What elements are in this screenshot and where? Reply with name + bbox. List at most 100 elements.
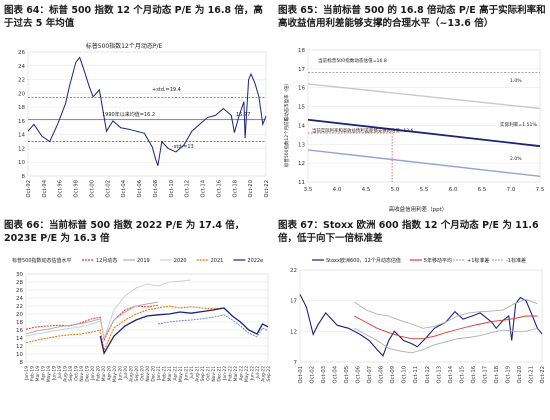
caption-chart-67: 图表 67：Stoxx 欧洲 600 指数 12 个月动态 P/E 为 11.6… [278,220,539,244]
chart-66-series-line [157,314,269,338]
chart-67-xtick: Oct-03 [321,366,327,383]
chart-65-annot-supported: 当前实际利率和高收益债利差能够支撑的估值=13.6 [312,127,413,134]
chart-64-xtick: Oct-94 [42,179,48,197]
chart-64-xtick: Oct-08 [153,180,159,197]
chart-66-xtick: Feb-21 [162,366,168,381]
chart-66-xtick: May-22 [244,366,250,382]
chart-65-pe-vs-spread: 11 12 13 14 15 16 17 18 3.5 4.0 4.5 5.0 5.5 6.0 6.5 7.… [283,48,545,213]
chart-67-ytick: 22 [290,268,297,274]
chart-64-ytick: 12 [18,146,25,152]
chart-64-title: 标普500指数12个月动态P/E [86,42,163,50]
chart-66-xtick: Jun-22 [250,366,256,381]
chart-65-xtick: 7.0 [507,187,516,193]
chart-66-ytick: 30 [16,272,23,278]
chart-66-legend-item: 12月动态 [96,257,117,264]
chart-67-xtick: Oct-07 [367,366,373,383]
chart-67-xtick: Oct-18 [494,366,500,383]
chart-67-series-line [354,327,538,354]
chart-66-ytick: 10 [16,352,23,358]
chart-64-xtick: Oct-02 [105,180,111,197]
chart-67-xtick: Oct-09 [390,366,396,383]
chart-66-ytick: 20 [16,312,23,318]
chart-65-xlabel: 高收益信用利差（ppt） [389,205,448,213]
chart-67-xtick: Oct-15 [459,366,465,383]
chart-64-xtick: Oct-18 [232,180,238,197]
chart-65-ytick: 16 [298,86,305,92]
chart-64-ytick: 16 [18,119,25,125]
chart-66-xtick: Aug-21 [195,366,201,382]
chart-66-xtick: Sep-20 [134,366,140,382]
chart-66-xtick: Mar-21 [167,366,173,381]
chart-66-xtick: Jul-19 [57,366,63,380]
chart-64-annot-mean: 1990年以来均值=16.2 [102,111,155,118]
chart-64-annot-current: 16.77 [236,112,250,118]
chart-66-ytick: 16 [16,328,23,334]
chart-65-ytick: 18 [298,48,305,54]
chart-66-xtick: Sep-19 [68,366,74,382]
chart-66-series-line [25,304,159,342]
chart-66-xtick: Dec-21 [217,366,223,382]
chart-66-xtick: Oct-19 [74,366,80,381]
chart-66-xtick: Oct-21 [206,366,212,381]
chart-64-xtick: Oct-06 [137,180,143,197]
chart-66-xtick: May-19 [46,366,52,382]
caption-chart-65: 图表 65：当前标普 500 的 16.8 倍动态 P/E 高于实际利率和高收益… [278,5,546,29]
chart-64-series-line [27,56,267,166]
chart-65-ytick: 15 [298,105,305,111]
chart-64-xtick: Oct-12 [185,180,191,197]
chart-65-xtick: 5.0 [391,187,400,193]
chart-64-ytick: 26 [18,50,25,56]
chart-65-ytick: 13 [298,142,305,148]
chart-66-xtick: Aug-20 [129,366,135,382]
chart-64-xtick: Oct-98 [74,180,80,197]
chart-66-xtick: Jul-22 [255,366,261,380]
chart-67-xtick: Oct-20 [517,366,523,383]
chart-66-xtick: Nov-20 [145,366,151,382]
chart-64-annot-plus-std: +std.=19.4 [152,87,181,93]
chart-65-ylabel: 标普500指数12个月前瞻动态市盈率（倍） [283,81,290,167]
chart-64-xtick: Oct-96 [58,180,64,197]
chart-64-xtick: Oct-00 [90,180,96,197]
chart-65-series-line [307,118,541,148]
chart-66-xtick: Feb-20 [96,366,102,381]
chart-66-xtick: Apr-20 [107,366,113,381]
chart-66-xtick: Apr-21 [173,366,179,381]
chart-65-xtick: 6.0 [449,187,458,193]
chart-67-stoxx600-pe: Stoxx欧洲600，12个月动态估值 5年移动平均 +1标准差 -1标准差 7 12 1… [290,257,546,383]
chart-66-xtick: Mar-22 [233,366,239,381]
chart-64-sp500-pe: 标普500指数12个月动态P/E 8 10 12 14 16 18 20 22 24 26 Oct… [18,42,270,197]
chart-67-xtick: Oct-11 [413,366,419,383]
chart-65-annot-current-pe: 当前标普500指数动态估值=16.8 [318,57,387,64]
chart-67-xtick: Oct-22 [540,366,546,383]
chart-66-xtick: Oct-20 [140,366,146,381]
chart-64-xtick: Oct-16 [216,180,222,197]
chart-66-title: 标普500指数动态估值水平 [12,257,72,264]
chart-65-xtick: 5.5 [420,187,429,193]
chart-67-ytick: 7 [294,360,298,366]
caption-chart-66: 图表 66：当前标普 500 指数 2022 P/E 为 17.4 倍，2023… [4,220,245,244]
chart-66-ytick: 18 [16,320,23,326]
chart-66-series-line [99,307,269,355]
chart-64-annot-minus-std: -std.=13 [172,144,194,150]
chart-64-ytick: 20 [18,91,25,97]
chart-66-ytick: 24 [16,296,23,302]
chart-67-series-line [354,298,538,329]
chart-67-xtick: Oct-02 [310,366,316,383]
chart-65-annot-151pct: 实际利率=1.51% [500,121,537,128]
chart-66-xtick: Feb-22 [228,366,234,381]
chart-66-xtick: Sep-21 [200,366,206,382]
chart-64-xtick: Oct-10 [169,180,175,197]
chart-66-xtick: Jul-20 [123,366,129,380]
chart-67-xtick: Oct-17 [482,366,488,383]
chart-66-xtick: Jun-19 [52,366,58,381]
chart-67-legend-item: -1标准差 [506,257,526,264]
chart-66-legend-item: 2019 [137,258,150,264]
chart-66-xtick: May-20 [112,366,118,382]
chart-66-xtick: Aug-22 [261,366,267,382]
chart-66-xtick: Mar-19 [35,366,41,381]
chart-66-ytick: 28 [16,280,23,286]
chart-67-xtick: Oct-14 [448,365,454,383]
chart-67-legend-item: Stoxx欧洲600，12个月动态估值 [326,257,401,264]
chart-65-series-line [307,149,541,178]
chart-65-annot-1pct: 1.0% [510,78,522,84]
